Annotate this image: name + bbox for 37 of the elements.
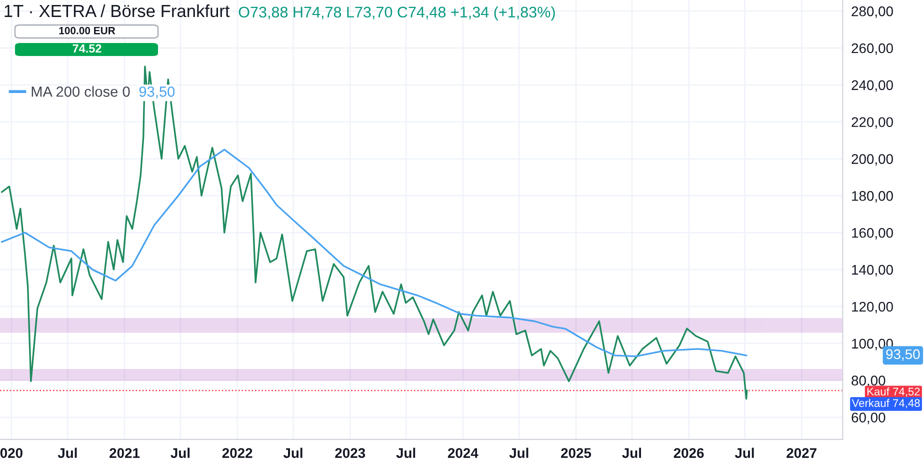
y-tick-label: 240,00 bbox=[852, 80, 893, 92]
y-tick-label: 60,00 bbox=[852, 412, 886, 424]
annotation: O73,88 H74,78 L73,70 C74,48 +1,34 (+1,83%) bbox=[238, 6, 555, 21]
legend-label: MA 200 close 0 bbox=[32, 86, 130, 97]
y-tick-label: 260,00 bbox=[852, 43, 893, 55]
x-tick-label: 2022 bbox=[222, 448, 252, 458]
x-tick-label: 2027 bbox=[786, 448, 816, 458]
x-tick-label: 2025 bbox=[561, 448, 592, 458]
annotation: 100.00 EUR bbox=[59, 26, 116, 34]
y-tick-label: 120,00 bbox=[852, 302, 893, 314]
x-tick-label: 2021 bbox=[110, 448, 140, 458]
text: 93,50 bbox=[886, 349, 920, 361]
annotation: 74.52 bbox=[72, 44, 102, 53]
x-tick-label: Jul bbox=[622, 448, 641, 458]
x-tick-label: 2024 bbox=[448, 448, 478, 458]
ref-line-label: Kauf 74,52 bbox=[867, 387, 920, 397]
x-tick-label: Jul bbox=[509, 448, 528, 458]
y-tick-label: 200,00 bbox=[852, 154, 893, 166]
line-series bbox=[1, 66, 748, 400]
text: Verkauf 74,48 bbox=[852, 398, 920, 408]
x-tick-label: Jul bbox=[396, 448, 416, 458]
x-tick-label: 2026 bbox=[674, 448, 704, 458]
x-tick-label: Jul bbox=[58, 448, 77, 458]
annotation: 93,50 bbox=[139, 86, 175, 99]
y-tick-label: 140,00 bbox=[852, 264, 893, 276]
x-tick-label: Jul bbox=[283, 448, 302, 458]
y-tick-label: 180,00 bbox=[852, 191, 893, 203]
line-series bbox=[1, 148, 748, 358]
y-tick-label: 160,00 bbox=[852, 228, 893, 240]
y-tick-label: 80,00 bbox=[852, 376, 886, 388]
y-tick-label: 280,00 bbox=[852, 6, 893, 18]
chart-title: 1T · XETRA / Börse Frankfurt bbox=[4, 4, 230, 18]
x-tick-label: Jul bbox=[734, 448, 754, 458]
x-tick-label: 2023 bbox=[335, 448, 366, 458]
x-tick-label: 020 bbox=[0, 448, 22, 458]
y-tick-label: 220,00 bbox=[852, 117, 893, 129]
x-tick-label: Jul bbox=[170, 448, 190, 458]
